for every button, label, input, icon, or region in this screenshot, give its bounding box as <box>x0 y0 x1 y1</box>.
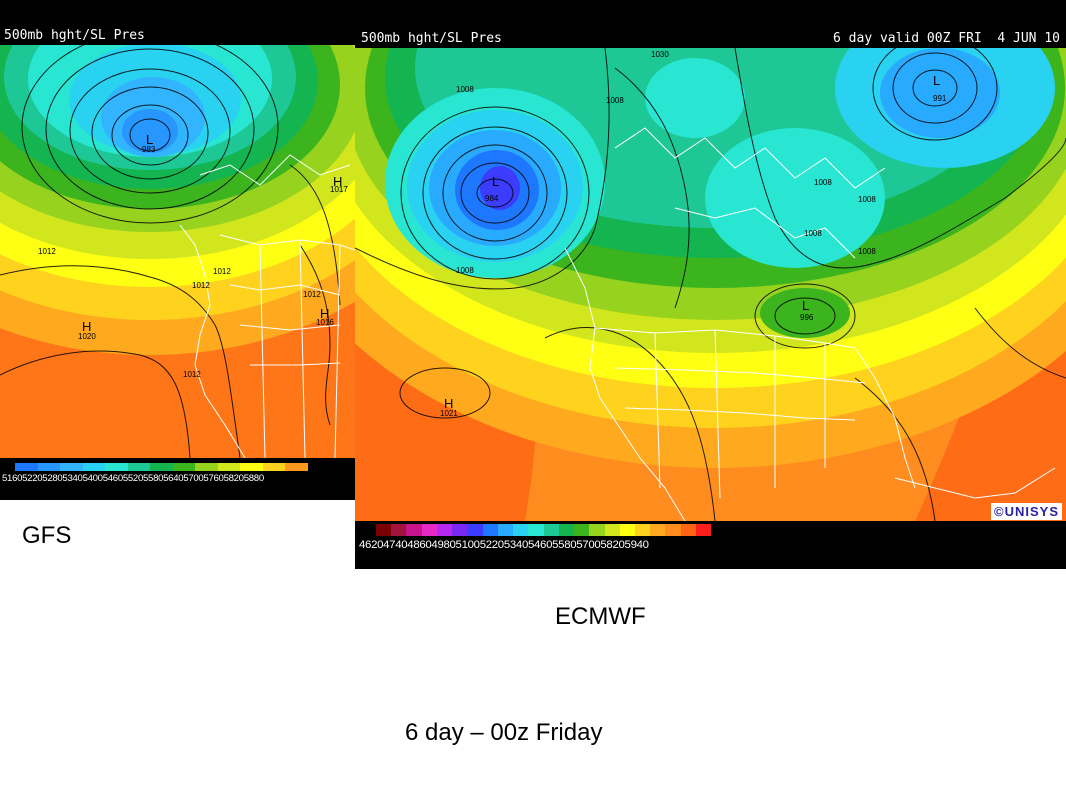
legend-swatch <box>406 524 422 536</box>
legend-swatch <box>150 463 173 471</box>
legend-swatch <box>37 463 61 471</box>
gfs-map-panel: 500mb hght/SL Pres <box>0 0 355 500</box>
legend-swatch <box>172 463 196 471</box>
ecmwf-header-valid-time: 6 day valid 00Z FRI 4 JUN 10 <box>833 31 1060 46</box>
ecmwf-pressure-label: 996 <box>800 313 814 322</box>
legend-swatch <box>634 524 651 536</box>
legend-swatch <box>452 524 468 536</box>
legend-swatch <box>217 463 241 471</box>
ecmwf-pressure-label: 1008 <box>814 178 832 187</box>
gfs-high-symbol: H <box>320 306 329 321</box>
legend-swatch <box>543 524 559 536</box>
gfs-header-title: 500mb hght/SL Pres <box>4 28 145 43</box>
legend-swatch <box>528 524 544 536</box>
gfs-pressure-label: 1012 <box>213 267 231 276</box>
ecmwf-low-symbol: L <box>802 298 809 313</box>
legend-swatch <box>82 463 106 471</box>
gfs-high-symbol: H <box>333 174 342 189</box>
ecmwf-pressure-label: 1021 <box>440 409 458 418</box>
ecmwf-color-legend <box>376 524 712 536</box>
legend-swatch <box>574 524 590 536</box>
gfs-caption: GFS <box>22 522 72 549</box>
legend-swatch <box>240 463 263 471</box>
unisys-logo: ©UNISYS <box>991 503 1062 520</box>
legend-swatch <box>262 463 286 471</box>
gfs-pressure-label: 1020 <box>78 332 96 341</box>
gfs-pressure-label: 983 <box>142 145 156 154</box>
gfs-pressure-label: 1016 <box>316 318 334 327</box>
gfs-legend-labels: 5160522052805340540054605520558056405700… <box>2 473 264 484</box>
gfs-pressure-label: 1012 <box>38 247 56 256</box>
ecmwf-pressure-label: 991 <box>933 94 947 103</box>
legend-swatch <box>619 524 635 536</box>
legend-swatch <box>285 463 308 471</box>
ecmwf-pressure-label: 1008 <box>456 266 474 275</box>
gfs-high-symbol: H <box>82 319 91 334</box>
legend-swatch <box>467 524 483 536</box>
ecmwf-low-symbol: L <box>492 174 499 189</box>
ecmwf-map-panel: 500mb hght/SL Pres 6 day valid 00Z FRI 4… <box>355 0 1066 569</box>
ecmwf-pressure-label: 1008 <box>456 85 474 94</box>
gfs-low-symbol: L <box>146 132 153 147</box>
legend-swatch <box>391 524 407 536</box>
gfs-color-legend <box>15 463 308 471</box>
legend-swatch <box>376 524 392 536</box>
legend-swatch <box>695 524 712 536</box>
legend-swatch <box>15 463 38 471</box>
legend-swatch <box>482 524 498 536</box>
ecmwf-pressure-label: 1008 <box>606 96 624 105</box>
legend-swatch <box>558 524 575 536</box>
legend-swatch <box>680 524 696 536</box>
ecmwf-legend-labels: 4620474048604980510052205340546055805700… <box>359 539 649 551</box>
gfs-map-image: L 983 H 1020 H 1017 H 1016 1012 1012 101… <box>0 45 355 458</box>
legend-swatch <box>513 524 529 536</box>
legend-swatch <box>604 524 620 536</box>
legend-swatch <box>105 463 128 471</box>
legend-swatch <box>127 463 151 471</box>
legend-swatch <box>650 524 666 536</box>
ecmwf-high-symbol: H <box>444 396 453 411</box>
gfs-pressure-label: 1012 <box>183 370 201 379</box>
ecmwf-low-symbol: L <box>933 73 940 88</box>
legend-swatch <box>421 524 437 536</box>
ecmwf-pressure-label: 1008 <box>858 247 876 256</box>
ecmwf-caption: ECMWF <box>555 603 646 630</box>
gfs-pressure-label: 1017 <box>330 185 348 194</box>
legend-swatch <box>436 524 453 536</box>
ecmwf-header-title: 500mb hght/SL Pres <box>361 31 502 46</box>
ecmwf-pressure-label: 984 <box>485 194 499 203</box>
legend-swatch <box>497 524 514 536</box>
forecast-time-caption: 6 day – 00z Friday <box>405 719 603 746</box>
ecmwf-pressure-label: 1008 <box>858 195 876 204</box>
legend-swatch <box>60 463 83 471</box>
ecmwf-pressure-label: 1030 <box>651 50 669 59</box>
legend-swatch <box>665 524 681 536</box>
legend-swatch <box>195 463 218 471</box>
gfs-pressure-label: 1012 <box>303 290 321 299</box>
ecmwf-map-image: L 984 L 991 L 996 H 1021 1030 1008 1008 … <box>355 48 1066 521</box>
gfs-pressure-label: 1012 <box>192 281 210 290</box>
legend-swatch <box>589 524 605 536</box>
ecmwf-pressure-label: 1008 <box>804 229 822 238</box>
